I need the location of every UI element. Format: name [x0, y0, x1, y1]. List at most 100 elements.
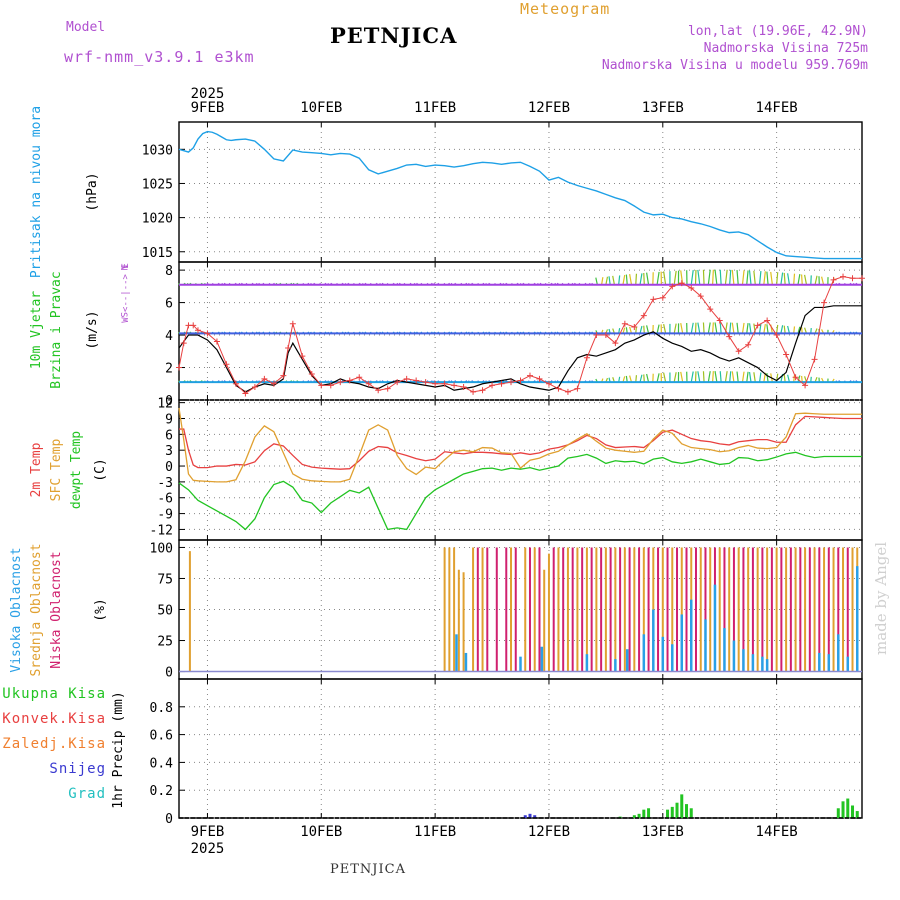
wind-barb-2 — [741, 270, 745, 285]
ytick-label-temperature-0: -12 — [150, 523, 173, 538]
wind-max-marker — [242, 390, 249, 397]
wind-barb-1 — [707, 322, 711, 334]
wind-barb-2 — [814, 275, 818, 285]
wind-barb-0 — [702, 371, 705, 383]
wind-barb-2 — [639, 273, 643, 285]
ytick-label-pressure-1: 1020 — [142, 212, 173, 227]
wind-barb-1 — [656, 324, 660, 334]
ytick-label-temperature-5: 3 — [165, 444, 173, 459]
wind-barb-0 — [758, 372, 762, 383]
wind-max-marker — [612, 340, 619, 347]
wind-barb-2 — [800, 274, 803, 285]
ytick-label-clouds-4: 100 — [150, 541, 173, 556]
ytick-label-wind-1: 2 — [165, 362, 173, 377]
wind-max-marker — [432, 380, 439, 387]
wind-max-marker — [270, 380, 277, 387]
credit-watermark: made by Angel — [872, 541, 890, 655]
wind-barb-2 — [663, 271, 667, 285]
panel-frame-pressure — [178, 121, 863, 263]
wind-max-marker — [840, 273, 847, 280]
wind-barb-2 — [729, 269, 732, 285]
wind-max-marker — [176, 364, 182, 371]
wind-barb-2 — [680, 270, 684, 285]
wind-barb-0 — [748, 371, 752, 383]
model-name: wrf-nmm_v3.9.1 e3km — [64, 48, 255, 66]
precip-bar-ukupna-kisa — [666, 809, 670, 818]
wind-barb-0 — [793, 375, 796, 383]
ytick-label-pressure-0: 1015 — [142, 246, 173, 261]
wind-barb-2 — [690, 270, 694, 285]
wind-barb-0 — [639, 374, 643, 383]
wind-barb-2 — [766, 271, 769, 285]
wind-barb-0 — [753, 372, 756, 383]
temp-ylabel-1: 2m Temp — [29, 442, 44, 497]
wind-barb-2 — [635, 273, 638, 285]
wind-barb-2 — [707, 269, 711, 285]
wind-barb-1 — [673, 323, 677, 334]
wind-max-marker — [346, 377, 353, 384]
top-day-label-1: 10FEB — [300, 100, 342, 116]
ytick-label-clouds-3: 75 — [157, 572, 173, 587]
wind-max-marker — [564, 388, 571, 395]
wind-barb-1 — [663, 323, 667, 334]
wind-max-marker — [640, 312, 647, 319]
ytick-label-wind-3: 6 — [165, 297, 173, 312]
wind-max-marker — [508, 379, 515, 386]
precip-bar-ukupna-kisa — [685, 804, 689, 818]
wind-barb-1 — [643, 325, 645, 334]
elevation-label: Nadmorska Visina 725m — [703, 41, 868, 56]
wind-barb-1 — [780, 325, 784, 334]
wind-max-marker — [849, 275, 856, 282]
data-marks — [176, 130, 865, 819]
model-label: Model — [66, 20, 106, 35]
ytick-label-wind-4: 8 — [165, 264, 173, 279]
wind-barb-0 — [673, 372, 677, 383]
wind-barb-0 — [680, 371, 684, 383]
wind-max-marker — [394, 379, 401, 386]
wind-barb-1 — [763, 323, 766, 334]
wind-barb-2 — [643, 272, 645, 285]
wind-barb-2 — [724, 269, 728, 285]
wind-barb-2 — [711, 269, 714, 285]
product-title: Meteogram — [520, 0, 611, 18]
ytick-label-pressure-2: 1025 — [142, 177, 173, 192]
model-elevation-label: Nadmorska Visina u modelu 959.769m — [601, 58, 868, 73]
wind-barb-0 — [643, 374, 645, 383]
wind-barb-1 — [690, 322, 694, 334]
ytick-label-temperature-8: 12 — [157, 397, 173, 412]
wind-max-marker — [669, 283, 676, 290]
cloud-ylabel-3: Niska Oblacnost — [49, 551, 64, 668]
precip-bar-snijeg — [533, 815, 537, 818]
wind-compass: W <--|--> E — [121, 263, 131, 323]
wind-max-marker — [602, 332, 609, 339]
wind-max-marker — [678, 280, 685, 287]
wind-barb-1 — [702, 322, 705, 334]
wind-barb-2 — [702, 269, 705, 285]
wind-max-marker — [735, 348, 742, 355]
wind-barb-1 — [741, 322, 745, 334]
wind-max-marker — [716, 317, 723, 324]
wind-barb-2 — [646, 272, 650, 285]
wind-barb-2 — [770, 271, 773, 285]
wind-barb-2 — [746, 270, 749, 285]
wind-max-marker — [422, 379, 429, 386]
ytick-label-clouds-2: 50 — [157, 604, 173, 619]
bottom-day-label-5: 14FEB — [756, 824, 798, 840]
temp-unit: (C) — [93, 458, 108, 481]
wind-barb-1 — [736, 322, 739, 334]
wind-barb-2 — [608, 276, 611, 285]
top-day-label-5: 14FEB — [756, 100, 798, 116]
wind-max-marker — [726, 333, 733, 340]
ytick-label-clouds-0: 0 — [165, 666, 173, 681]
wind-max-marker — [764, 317, 771, 324]
ytick-label-temperature-1: -9 — [157, 508, 173, 523]
temp-line-0 — [179, 415, 862, 470]
wind-max-marker — [536, 375, 543, 382]
temp-line-1 — [178, 407, 862, 483]
ytick-label-pressure-3: 1030 — [142, 143, 173, 158]
footer-station: PETNJICA — [330, 862, 406, 877]
wind-barb-1 — [748, 323, 752, 334]
legend-ukupna-kisa: Ukupna Kisa — [2, 686, 106, 702]
bottom-day-label-3: 12FEB — [528, 824, 570, 840]
wind-barb-2 — [714, 269, 718, 285]
